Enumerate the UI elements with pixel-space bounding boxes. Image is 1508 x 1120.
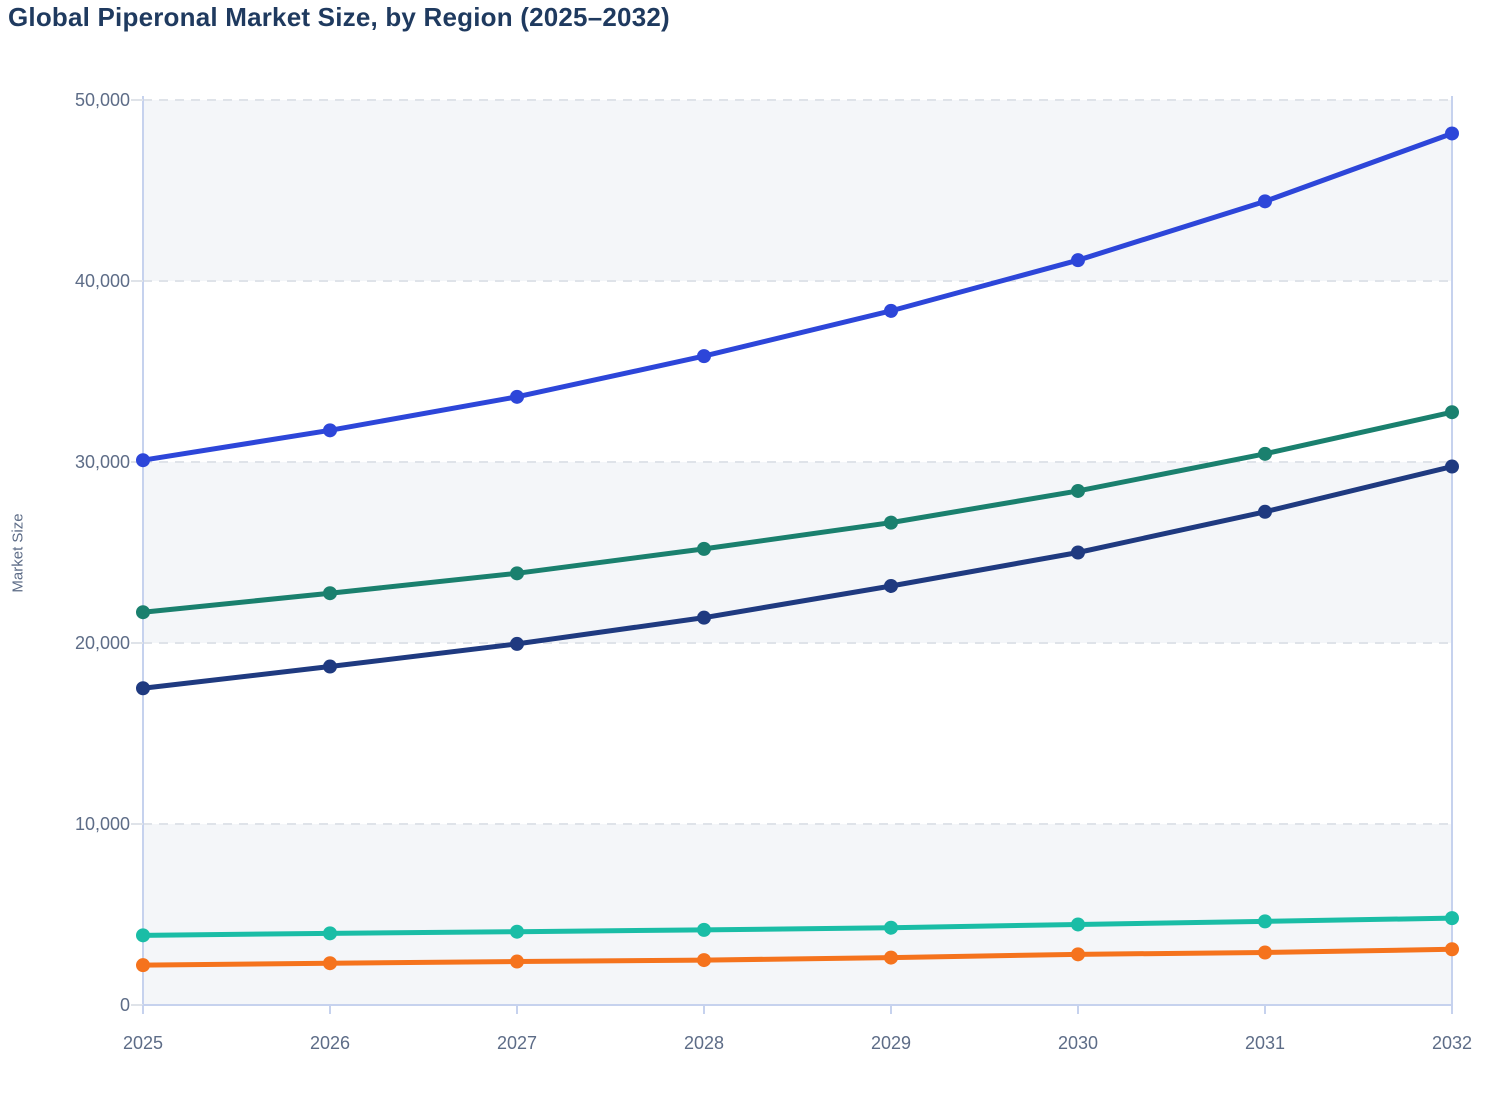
data-point-orange-2027 (510, 954, 524, 969)
plot-band (143, 824, 1452, 1005)
data-point-navy-2030 (1071, 545, 1085, 560)
x-tick-label-2031: 2031 (1245, 1033, 1285, 1053)
series-line-navy (140, 464, 1455, 691)
data-point-dark-teal-2027 (510, 566, 524, 581)
data-point-orange-2030 (1071, 947, 1085, 962)
data-point-blue-2028 (697, 349, 711, 364)
plot-band (143, 462, 1452, 643)
data-point-blue-2025 (136, 453, 150, 468)
data-point-navy-2028 (697, 610, 711, 625)
series-line-dark-teal (140, 409, 1455, 615)
data-point-dark-teal-2030 (1071, 483, 1085, 498)
x-tick-label-2025: 2025 (123, 1033, 163, 1053)
data-point-turquoise-2029 (884, 920, 898, 935)
x-tick-label-2032: 2032 (1432, 1033, 1472, 1053)
series-line-turquoise (140, 915, 1455, 938)
data-point-blue-2031 (1258, 194, 1272, 209)
data-point-blue-2026 (323, 423, 337, 438)
series-line-orange (140, 946, 1455, 968)
data-point-orange-2031 (1258, 945, 1272, 960)
data-point-turquoise-2027 (510, 924, 524, 939)
data-point-orange-2032 (1445, 942, 1459, 957)
data-point-orange-2025 (136, 958, 150, 973)
y-tick-label-20000: 20,000 (75, 633, 130, 653)
data-point-blue-2030 (1071, 253, 1085, 268)
series-line-blue (140, 130, 1455, 463)
y-tick-label-10000: 10,000 (75, 814, 130, 834)
data-point-navy-2031 (1258, 504, 1272, 519)
data-point-navy-2025 (136, 681, 150, 696)
data-point-turquoise-2031 (1258, 914, 1272, 929)
data-point-dark-teal-2029 (884, 515, 898, 530)
data-point-dark-teal-2031 (1258, 446, 1272, 461)
data-point-blue-2029 (884, 303, 898, 318)
x-tick-label-2026: 2026 (310, 1033, 350, 1053)
x-tick-label-2028: 2028 (684, 1033, 724, 1053)
chart-title: Global Piperonal Market Size, by Region … (8, 2, 670, 32)
x-tick-label-2030: 2030 (1058, 1033, 1098, 1053)
y-tick-label-30000: 30,000 (75, 452, 130, 472)
x-tick-label-2027: 2027 (497, 1033, 537, 1053)
data-point-dark-teal-2025 (136, 605, 150, 620)
data-point-dark-teal-2028 (697, 541, 711, 556)
data-point-navy-2027 (510, 636, 524, 651)
data-point-blue-2027 (510, 389, 524, 404)
data-point-turquoise-2030 (1071, 917, 1085, 932)
data-point-turquoise-2032 (1445, 911, 1459, 926)
data-point-turquoise-2028 (697, 922, 711, 937)
data-point-dark-teal-2026 (323, 586, 337, 601)
data-point-dark-teal-2032 (1445, 405, 1459, 420)
y-tick-label-40000: 40,000 (75, 271, 130, 291)
x-tick-label-2029: 2029 (871, 1033, 911, 1053)
plot-band (143, 100, 1452, 281)
y-tick-label-50000: 50,000 (75, 90, 130, 110)
data-point-orange-2028 (697, 953, 711, 968)
data-point-blue-2032 (1445, 126, 1459, 141)
data-point-orange-2026 (323, 956, 337, 971)
data-point-navy-2032 (1445, 459, 1459, 474)
data-point-navy-2029 (884, 578, 898, 593)
data-point-turquoise-2025 (136, 928, 150, 943)
y-tick-label-0: 0 (120, 995, 130, 1015)
data-point-orange-2029 (884, 950, 898, 965)
data-point-turquoise-2026 (323, 926, 337, 941)
data-point-navy-2026 (323, 659, 337, 674)
